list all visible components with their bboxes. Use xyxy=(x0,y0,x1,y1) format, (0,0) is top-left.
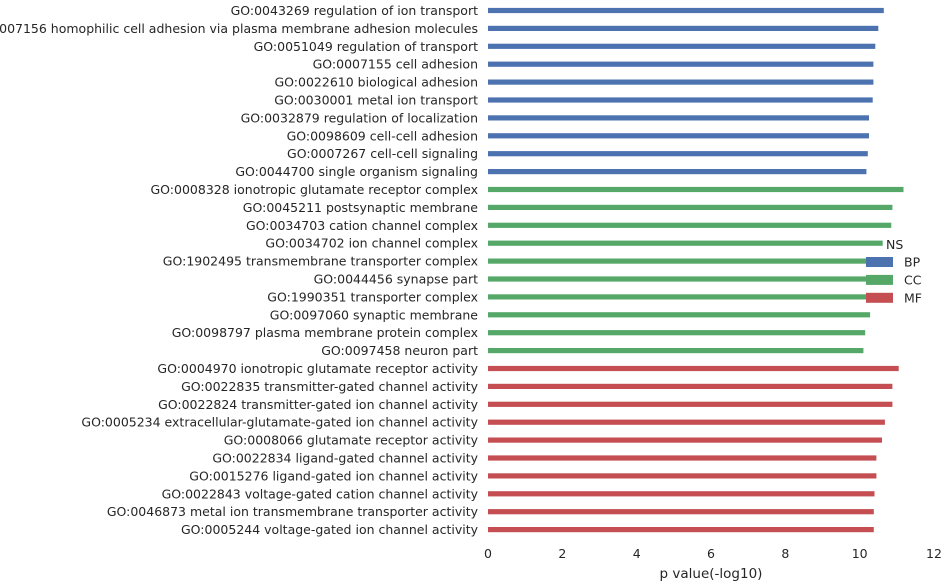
bar-mf xyxy=(488,509,874,515)
category-label: GO:1990351 transporter complex xyxy=(267,289,478,304)
x-axis-title: p value(-log10) xyxy=(660,566,763,582)
category-label: GO:0034703 cation channel complex xyxy=(246,218,478,233)
category-label: GO:0098609 cell-cell adhesion xyxy=(287,128,478,143)
bar-cc xyxy=(488,240,883,246)
x-tick-label: 0 xyxy=(484,546,492,561)
category-label: GO:0097458 neuron part xyxy=(321,343,478,358)
legend-swatch-bp xyxy=(866,257,893,267)
category-label: GO:0022834 ligand-gated channel activity xyxy=(212,451,478,466)
bar-mf xyxy=(488,401,893,407)
category-label: GO:0034702 ion channel complex xyxy=(265,236,478,251)
x-tick-label: 10 xyxy=(852,546,868,561)
bar-mf xyxy=(488,437,882,443)
legend-label-cc: CC xyxy=(904,272,922,287)
legend-label-mf: MF xyxy=(904,290,922,305)
legend: NS BP CC MF xyxy=(866,237,922,305)
legend-swatch-cc xyxy=(866,274,893,285)
category-label: GO:0043269 regulation of ion transport xyxy=(231,3,479,18)
bar-mf xyxy=(488,473,877,479)
category-label: GO:0022610 biological adhesion xyxy=(275,75,479,90)
bar-bp xyxy=(488,133,869,139)
category-label: GO:0022824 transmitter-gated ion channel… xyxy=(158,397,479,412)
x-tick-label: 4 xyxy=(633,546,641,561)
bar-bp xyxy=(488,43,876,49)
category-label: GO:0022835 transmitter-gated channel act… xyxy=(181,379,478,394)
legend-label-bp: BP xyxy=(904,255,921,270)
x-tick-label: 12 xyxy=(926,546,942,561)
x-tick-label: 2 xyxy=(558,546,566,561)
category-label: GO:0032879 regulation of localization xyxy=(241,110,478,125)
bar-bp xyxy=(488,7,884,14)
category-label: GO:0015276 ligand-gated ion channel acti… xyxy=(189,468,478,483)
category-label: GO:0004970 ionotropic glutamate receptor… xyxy=(157,361,478,376)
bar-mf xyxy=(488,491,875,497)
x-tick-label: 6 xyxy=(707,546,715,561)
bar-mf xyxy=(488,527,874,533)
bar-bp xyxy=(488,61,874,67)
category-label: GO:0044456 synapse part xyxy=(314,272,478,287)
category-label: GO:0005244 voltage-gated ion channel act… xyxy=(181,522,479,537)
bar-cc xyxy=(488,204,893,210)
bars-layer xyxy=(488,7,904,533)
category-label: GO:0022843 voltage-gated cation channel … xyxy=(162,486,479,501)
category-label: GO:0045211 postsynaptic membrane xyxy=(243,200,479,215)
category-label: GO:0008066 glutamate receptor activity xyxy=(224,433,479,448)
bar-cc xyxy=(488,348,864,354)
legend-swatch-mf xyxy=(866,292,893,303)
bar-cc xyxy=(488,258,877,264)
x-tick-label: 8 xyxy=(781,546,789,561)
category-label: GO:0008328 ionotropic glutamate receptor… xyxy=(151,182,479,197)
category-labels: GO:0043269 regulation of ion transport GO… xyxy=(0,3,479,537)
bar-mf xyxy=(488,419,885,425)
bar-cc xyxy=(488,222,892,228)
category-label: GO:0051049 regulation of transport xyxy=(254,39,479,54)
bar-cc xyxy=(488,186,904,193)
category-label: GO:0030001 metal ion transport xyxy=(274,93,478,108)
bar-cc xyxy=(488,312,871,318)
bar-mf xyxy=(488,455,877,461)
bar-cc xyxy=(488,330,866,336)
x-axis: p value(-log10) 0 2 4 6 8 10 12 xyxy=(484,546,942,582)
category-label: GO:0007156 homophilic cell adhesion via … xyxy=(0,21,478,36)
legend-title: NS xyxy=(886,237,903,252)
category-label: GO:0007155 cell adhesion xyxy=(313,57,478,72)
category-label: GO:0097060 synaptic membrane xyxy=(270,307,479,322)
bar-cc xyxy=(488,294,875,300)
bar-bp xyxy=(488,115,869,121)
category-label: GO:0044700 single organism signaling xyxy=(235,164,478,179)
bar-mf xyxy=(488,365,899,372)
category-label: GO:0007267 cell-cell signaling xyxy=(287,146,478,161)
category-label: GO:0098797 plasma membrane protein compl… xyxy=(172,325,478,340)
bar-cc xyxy=(488,276,877,282)
bar-bp xyxy=(488,169,867,175)
category-label: GO:0046873 metal ion transmembrane trans… xyxy=(107,504,479,519)
bar-mf xyxy=(488,383,893,389)
category-label: GO:0005234 extracellular-glutamate-gated… xyxy=(81,415,478,430)
bar-bp xyxy=(488,79,874,85)
bar-bp xyxy=(488,151,868,157)
bar-bp xyxy=(488,97,873,103)
category-label: GO:1902495 transmembrane transporter com… xyxy=(163,254,478,269)
bar-bp xyxy=(488,25,879,31)
